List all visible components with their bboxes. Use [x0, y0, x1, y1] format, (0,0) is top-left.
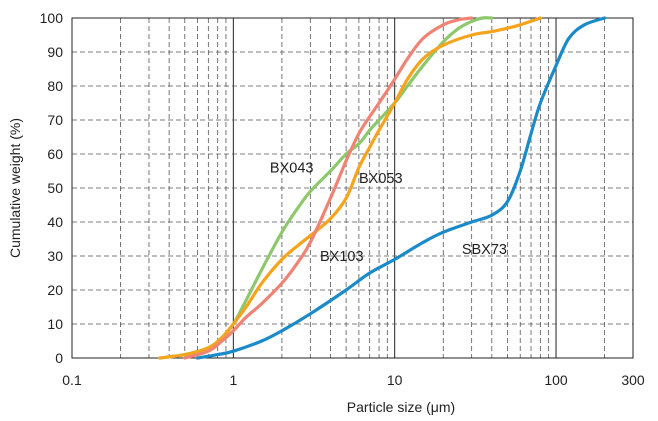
y-tick-label: 10 [47, 316, 63, 332]
series-label-sbx73: SBX73 [462, 242, 507, 258]
x-axis-ticks: 0.1 1 10 100 300 [62, 372, 645, 388]
x-tick-label: 10 [387, 372, 403, 388]
x-tick-label: 100 [544, 372, 568, 388]
x-tick-label: 300 [621, 372, 645, 388]
y-tick-label: 50 [47, 180, 63, 196]
y-tick-label: 40 [47, 214, 63, 230]
series-labels: BX043 BX053 BX103 SBX73 [270, 161, 507, 265]
y-tick-label: 0 [55, 350, 63, 366]
series-line-bx103 [183, 16, 474, 360]
series-line-bx053 [158, 16, 542, 360]
y-tick-label: 90 [47, 44, 63, 60]
y-tick-label: 30 [47, 248, 63, 264]
series-label-bx053: BX053 [359, 171, 403, 187]
y-tick-label: 100 [40, 10, 64, 26]
series-line-sbx73 [195, 16, 607, 360]
series-label-bx043: BX043 [270, 161, 314, 177]
y-tick-label: 80 [47, 78, 63, 94]
grid [72, 18, 633, 358]
x-tick-label: 1 [229, 372, 237, 388]
y-tick-label: 20 [47, 282, 63, 298]
series-lines [158, 16, 607, 360]
y-tick-label: 70 [47, 112, 63, 128]
y-tick-label: 60 [47, 146, 63, 162]
y-axis-title: Cumulative weight (%) [7, 118, 23, 258]
x-tick-label: 0.1 [62, 372, 82, 388]
y-axis-ticks: 0 10 20 30 40 50 60 70 80 90 100 [40, 10, 64, 366]
series-label-bx103: BX103 [320, 249, 364, 265]
plot-frame [71, 17, 634, 359]
x-axis-title: Particle size (μm) [347, 399, 455, 415]
